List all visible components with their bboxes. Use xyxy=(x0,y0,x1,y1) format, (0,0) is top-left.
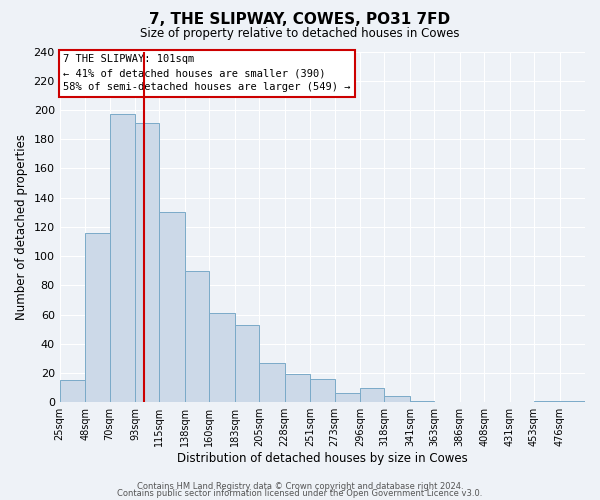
Bar xyxy=(110,114,135,402)
Bar xyxy=(259,363,284,402)
Text: Contains HM Land Registry data © Crown copyright and database right 2024.: Contains HM Land Registry data © Crown c… xyxy=(137,482,463,491)
Bar xyxy=(385,396,410,402)
Bar xyxy=(410,400,434,402)
Bar xyxy=(534,400,560,402)
Text: 7 THE SLIPWAY: 101sqm
← 41% of detached houses are smaller (390)
58% of semi-det: 7 THE SLIPWAY: 101sqm ← 41% of detached … xyxy=(63,54,350,92)
Bar xyxy=(185,270,209,402)
Bar xyxy=(360,388,385,402)
Text: Contains public sector information licensed under the Open Government Licence v3: Contains public sector information licen… xyxy=(118,489,482,498)
Bar xyxy=(59,380,85,402)
Bar xyxy=(135,123,160,402)
Text: 7, THE SLIPWAY, COWES, PO31 7FD: 7, THE SLIPWAY, COWES, PO31 7FD xyxy=(149,12,451,28)
Bar xyxy=(335,394,360,402)
X-axis label: Distribution of detached houses by size in Cowes: Distribution of detached houses by size … xyxy=(177,452,468,465)
Bar xyxy=(209,313,235,402)
Bar xyxy=(235,325,259,402)
Bar xyxy=(160,212,185,402)
Bar xyxy=(560,400,585,402)
Bar xyxy=(310,379,335,402)
Text: Size of property relative to detached houses in Cowes: Size of property relative to detached ho… xyxy=(140,28,460,40)
Bar xyxy=(85,232,110,402)
Bar xyxy=(284,374,310,402)
Y-axis label: Number of detached properties: Number of detached properties xyxy=(15,134,28,320)
